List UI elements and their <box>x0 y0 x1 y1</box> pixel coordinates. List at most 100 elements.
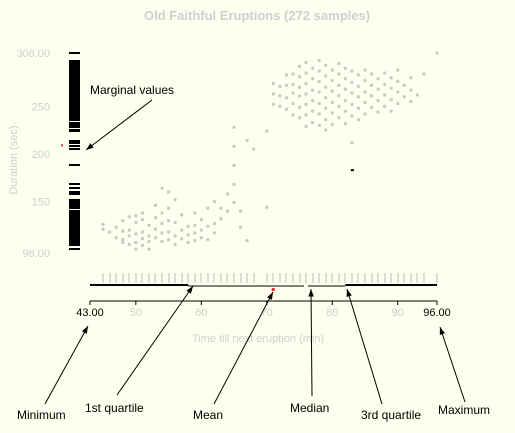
data-point <box>356 73 360 77</box>
y-tick-label: 200 <box>32 149 50 161</box>
data-point <box>121 238 125 242</box>
data-point <box>167 190 171 194</box>
data-point <box>317 69 321 73</box>
data-point <box>173 242 177 246</box>
y-tick-label: 96.00 <box>22 248 50 260</box>
data-point <box>291 82 295 86</box>
data-point <box>134 241 138 245</box>
data-point <box>317 112 321 116</box>
annotation-arrow-head <box>186 286 193 294</box>
data-point <box>278 94 282 98</box>
data-point <box>324 96 328 100</box>
data-point <box>311 88 315 92</box>
y-axis-ticks: 306.00 250 200 150 96.00 <box>16 48 50 260</box>
data-point <box>153 227 157 231</box>
data-point <box>350 81 354 85</box>
data-point <box>298 94 302 98</box>
data-point <box>343 77 347 81</box>
x-marginal-rug <box>102 273 438 283</box>
data-point <box>396 68 400 72</box>
data-point <box>147 223 151 227</box>
data-point <box>337 83 341 87</box>
annotation-label: Minimum <box>17 408 66 422</box>
annotation-arrow-shaft <box>44 325 89 405</box>
data-point <box>298 75 302 79</box>
data-point <box>134 247 138 251</box>
data-point <box>337 94 341 98</box>
data-point <box>225 209 229 213</box>
y-tick-label: 150 <box>32 197 50 209</box>
data-point <box>140 218 144 222</box>
data-point <box>383 71 387 75</box>
data-point <box>370 72 374 76</box>
data-point <box>271 92 275 96</box>
x-tick-label: 60 <box>195 307 207 319</box>
data-point <box>363 79 367 83</box>
data-point <box>370 105 374 109</box>
data-point <box>298 116 302 120</box>
data-point <box>330 68 334 72</box>
data-point <box>160 240 164 244</box>
data-point <box>383 93 387 97</box>
data-point <box>324 63 328 67</box>
data-point <box>140 243 144 247</box>
annotation-arrow-head <box>346 289 352 297</box>
data-point <box>127 215 131 219</box>
data-point <box>350 141 354 145</box>
data-point <box>239 209 243 213</box>
annotation-arrow-head <box>308 289 314 297</box>
data-point <box>317 80 321 84</box>
data-point <box>330 89 334 93</box>
data-point <box>350 91 354 95</box>
data-point <box>389 109 393 113</box>
data-point <box>271 102 275 106</box>
x-tick-label: 96.00 <box>423 307 451 319</box>
data-point <box>180 228 184 232</box>
data-point <box>409 76 413 80</box>
x-axis-ticks: 43.00 50 60 70 80 90 96.00 <box>76 300 451 319</box>
data-point <box>311 99 315 103</box>
data-point <box>317 59 321 63</box>
data-point <box>311 121 315 125</box>
annotation-arrow-shaft <box>310 288 313 397</box>
data-point <box>180 213 184 217</box>
data-point <box>160 186 164 190</box>
outlier-point <box>350 169 354 172</box>
data-point <box>193 223 197 227</box>
data-point <box>232 125 236 129</box>
data-point <box>291 91 295 95</box>
data-point <box>343 99 347 103</box>
data-point <box>363 68 367 72</box>
y-mean-marker <box>61 144 63 147</box>
data-point <box>330 79 334 83</box>
data-point <box>173 198 177 202</box>
y-tick-label: 250 <box>32 101 50 113</box>
data-point <box>180 237 184 241</box>
annotation-label: 1st quartile <box>85 401 144 415</box>
data-point <box>304 81 308 85</box>
data-point <box>140 237 144 241</box>
data-point <box>206 206 210 210</box>
data-point <box>304 92 308 96</box>
data-point <box>304 71 308 75</box>
data-point <box>127 228 131 232</box>
data-point <box>265 205 269 209</box>
data-point <box>225 192 229 196</box>
data-point <box>356 106 360 110</box>
data-point <box>206 224 210 228</box>
annotation-arrow-shaft <box>346 288 383 405</box>
data-point <box>127 234 131 238</box>
data-point <box>193 211 197 215</box>
data-point <box>271 81 275 85</box>
data-point <box>291 101 295 105</box>
data-point <box>298 64 302 68</box>
annotation-label: Marginal values <box>90 83 174 97</box>
annotation-arrow-head <box>439 327 445 335</box>
data-point <box>435 51 439 55</box>
data-point <box>245 239 249 243</box>
data-point <box>278 104 282 108</box>
data-point <box>337 116 341 120</box>
data-point <box>147 240 151 244</box>
data-point <box>415 93 419 97</box>
